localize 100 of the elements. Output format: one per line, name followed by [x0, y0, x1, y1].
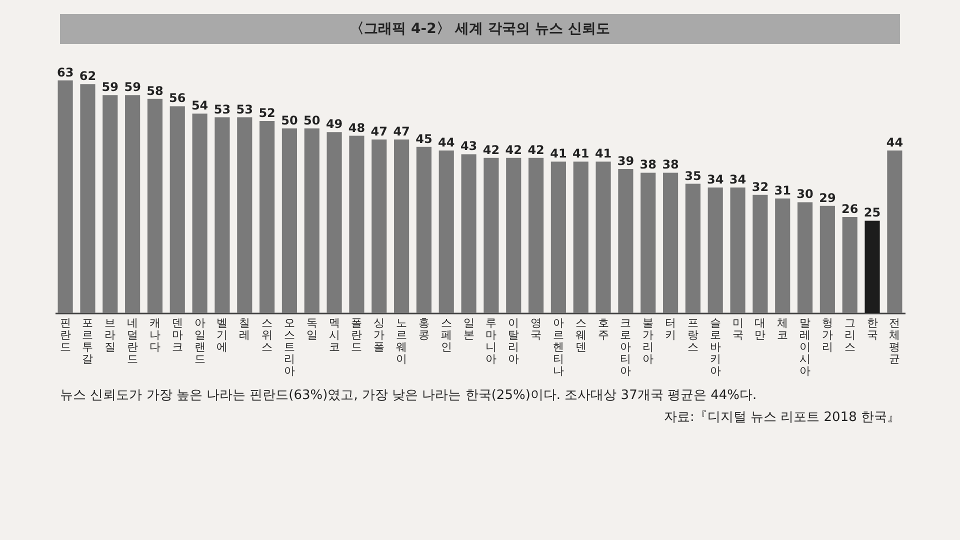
x-tick-label: 홍콩	[418, 316, 430, 342]
x-tick-label: 호주	[598, 316, 609, 342]
data-label: 50	[304, 113, 320, 128]
x-tick-label: 전체 평균	[889, 316, 900, 366]
x-tick-label: 한국	[866, 316, 878, 342]
data-label: 47	[393, 124, 410, 138]
data-label: 63	[56, 65, 74, 80]
data-label: 45	[416, 132, 432, 146]
x-tick-label: 아일랜드	[194, 316, 206, 366]
x-tick-label: 이탈리아	[508, 316, 520, 366]
bar	[596, 162, 611, 313]
data-label: 59	[124, 80, 141, 94]
data-label: 42	[482, 142, 500, 157]
bar	[102, 95, 118, 313]
data-label: 31	[774, 184, 791, 198]
x-tick-label: 칠레	[239, 316, 250, 342]
bar	[326, 132, 342, 313]
data-label: 62	[79, 69, 96, 84]
data-label: 41	[594, 146, 612, 161]
x-tick-label: 덴마크	[172, 316, 183, 354]
data-label: 38	[640, 158, 656, 172]
data-label: 35	[684, 168, 702, 183]
data-label: 41	[550, 146, 567, 161]
x-tick-label: 그리스	[844, 316, 856, 354]
data-label: 59	[102, 80, 118, 94]
bar	[708, 187, 723, 313]
x-tick-label: 노르웨이	[396, 316, 408, 366]
x-tick-label: 포르투갈	[82, 316, 94, 366]
data-label: 41	[572, 146, 590, 161]
bar	[640, 172, 656, 313]
x-tick-label: 영국	[530, 316, 542, 342]
bar	[58, 80, 73, 313]
bar	[394, 139, 410, 313]
text: 뉴스 신뢰도가 가장 높은 나라는 핀란드(63%)였고, 가장 낮은 나라는 한국(25%)이다. 조사대상 37개국 평균은 44%다.	[60, 387, 758, 404]
bar	[820, 206, 835, 313]
data-label: 30	[796, 187, 814, 202]
bar	[752, 194, 768, 313]
x-tick-label: 스웨덴	[575, 316, 586, 354]
data-label: 49	[326, 117, 343, 132]
bar	[506, 158, 522, 313]
x-tick-label: 스위스	[262, 316, 273, 354]
data-label: 25	[864, 206, 881, 220]
x-tick-label: 오스트리아	[284, 316, 295, 378]
x-tick-label: 핀란드	[60, 316, 71, 354]
bar	[260, 121, 275, 313]
x-tick-label: 벨기에	[216, 316, 228, 354]
x-tick-label: 싱가폴	[374, 316, 385, 354]
x-tick-label: 미국	[732, 316, 744, 342]
data-label: 56	[169, 91, 186, 106]
bar	[214, 117, 230, 313]
x-tick-label: 폴란드	[351, 316, 362, 354]
bar	[80, 84, 96, 313]
bar	[484, 158, 499, 313]
data-label: 44	[886, 136, 904, 150]
x-tick-label: 슬로바키아	[710, 316, 721, 378]
x-tick-label: 일본	[463, 316, 474, 342]
x-tick-label: 루마니아	[486, 316, 497, 366]
bar	[438, 150, 454, 313]
bar	[864, 220, 880, 313]
bar	[170, 106, 185, 313]
bar	[730, 187, 746, 313]
x-tick-label: 독일	[306, 316, 318, 342]
x-tick-label: 스페인	[440, 316, 452, 354]
bar	[147, 98, 163, 313]
bar	[282, 128, 298, 313]
bar	[304, 128, 320, 313]
text: 자료:『디지털 뉴스 리포트 2018 한국』	[663, 409, 900, 426]
data-label: 26	[842, 202, 858, 216]
data-label: 44	[438, 136, 455, 150]
bar	[662, 172, 678, 313]
bar	[372, 139, 387, 313]
x-tick-label: 터키	[665, 316, 676, 342]
x-tick-label: 프랑스	[687, 316, 698, 354]
data-label: 32	[752, 180, 769, 194]
bar	[842, 217, 858, 313]
data-label: 39	[617, 154, 634, 168]
x-tick-label: 멕시코	[328, 316, 340, 354]
bar	[775, 198, 790, 313]
x-tick-label: 브라질	[104, 316, 116, 354]
data-label: 29	[819, 190, 836, 205]
chart-title: 〈그래픽 4-2〉 세계 각국의 뉴스 신뢰도	[60, 14, 900, 44]
data-label: 53	[214, 102, 231, 116]
bar	[461, 154, 476, 313]
data-label: 42	[528, 142, 544, 157]
bar	[797, 202, 813, 313]
data-label: 38	[662, 158, 679, 172]
data-label: 58	[146, 84, 164, 98]
data-label: 54	[191, 98, 208, 113]
x-tick-label: 네덜란드	[127, 316, 138, 366]
bar	[349, 136, 364, 313]
bar	[528, 158, 544, 313]
bar	[618, 169, 634, 313]
x-tick-label: 대만	[754, 316, 766, 342]
x-tick-label: 크로아티아	[620, 316, 632, 378]
x-tick-label: 캐나다	[149, 316, 160, 354]
bar	[550, 162, 566, 313]
data-label: 50	[281, 113, 298, 128]
x-tick-label: 말레이시아	[800, 316, 811, 378]
x-tick-label: 불가리아	[642, 316, 654, 366]
data-label: 52	[258, 106, 276, 120]
